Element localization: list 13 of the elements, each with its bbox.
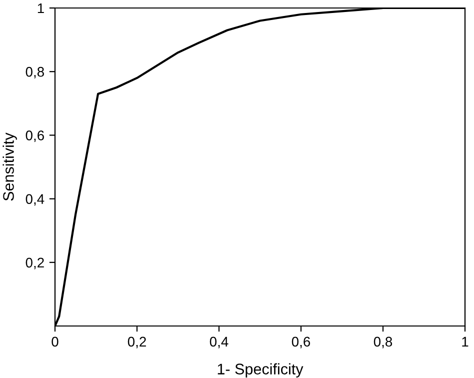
x-tick-label: 0,6 — [292, 336, 310, 348]
y-tick-label: 0,4 — [26, 194, 44, 206]
x-tick-label: 0 — [52, 336, 58, 347]
x-tick-label: 1 — [462, 336, 468, 346]
x-tick-label: 0,2 — [128, 336, 146, 348]
x-tick-label: 0,8 — [374, 336, 392, 348]
x-tick-label: 0,4 — [210, 336, 228, 348]
x-axis-title: 1- Specificity — [218, 363, 304, 378]
y-tick-label: 1 — [38, 3, 44, 14]
y-tick-label: 0,2 — [26, 258, 44, 270]
y-tick-label: 0,8 — [26, 66, 44, 78]
y-tick-label: 0,6 — [26, 130, 44, 142]
y-axis-title: Sensitivity — [2, 132, 17, 201]
